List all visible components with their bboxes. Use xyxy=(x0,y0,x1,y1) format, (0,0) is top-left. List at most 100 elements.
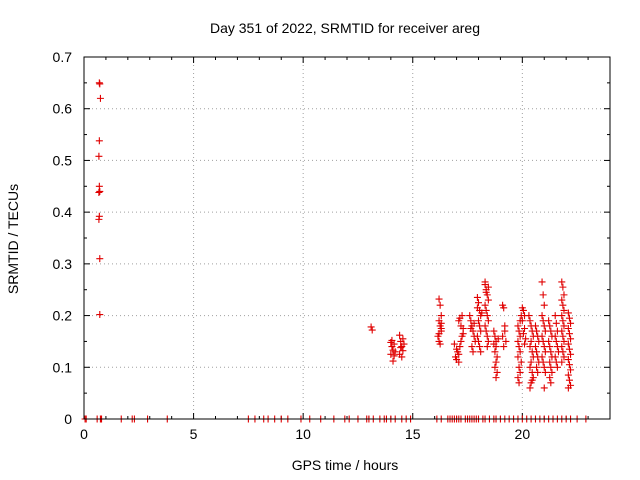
data-point xyxy=(456,343,464,351)
y-tick-label: 0.3 xyxy=(53,256,73,272)
data-point xyxy=(400,340,408,348)
data-point xyxy=(525,312,533,320)
data-point xyxy=(548,368,556,376)
data-point xyxy=(499,332,507,340)
data-point xyxy=(389,357,397,365)
data-point xyxy=(502,337,510,345)
data-point xyxy=(560,291,568,299)
data-point xyxy=(551,332,559,340)
data-point xyxy=(492,343,500,351)
data-point xyxy=(450,340,458,348)
data-point xyxy=(565,345,573,353)
data-point xyxy=(518,317,526,325)
data-point xyxy=(490,327,498,335)
data-point xyxy=(436,301,444,309)
grid xyxy=(84,57,610,419)
data-point xyxy=(560,322,568,330)
x-axis-label: GPS time / hours xyxy=(292,457,399,473)
y-tick-label: 0.7 xyxy=(53,49,73,65)
data-point xyxy=(514,374,522,382)
data-points xyxy=(81,79,590,423)
data-point xyxy=(533,348,541,356)
data-point xyxy=(521,340,529,348)
data-point xyxy=(540,363,548,371)
data-point xyxy=(466,312,474,320)
data-point xyxy=(516,348,524,356)
data-point xyxy=(437,312,445,320)
data-point xyxy=(390,352,398,360)
data-point xyxy=(500,304,508,312)
data-point xyxy=(531,322,539,330)
data-point xyxy=(559,348,567,356)
data-point xyxy=(96,187,104,195)
data-point xyxy=(546,374,554,382)
data-point xyxy=(515,343,523,351)
data-point xyxy=(96,255,104,263)
data-point xyxy=(468,343,476,351)
data-point xyxy=(473,293,481,301)
data-point xyxy=(493,368,501,376)
data-point xyxy=(516,368,524,376)
data-point xyxy=(564,371,572,379)
x-tick-label: 15 xyxy=(405,426,421,442)
data-point xyxy=(533,327,541,335)
data-point xyxy=(522,335,530,343)
data-point xyxy=(470,319,478,327)
tick-labels: 0 5 10 15 20 0 0.1 0.2 0.3 0.4 0.5 0.6 0.7 xyxy=(53,49,531,442)
data-point xyxy=(559,317,567,325)
data-point xyxy=(494,335,502,343)
data-point xyxy=(397,344,405,352)
data-point xyxy=(388,336,396,344)
data-point xyxy=(437,319,445,327)
data-point xyxy=(514,337,522,345)
data-point xyxy=(519,330,527,338)
x-tick-label: 0 xyxy=(80,426,88,442)
data-point xyxy=(473,304,481,312)
data-point xyxy=(435,330,443,338)
data-point xyxy=(96,80,104,88)
data-point xyxy=(454,348,462,356)
data-point xyxy=(552,337,560,345)
data-point xyxy=(493,353,501,361)
y-tick-label: 0.6 xyxy=(53,101,73,117)
data-point xyxy=(538,332,546,340)
data-point xyxy=(467,325,475,332)
data-point xyxy=(519,306,527,314)
data-point xyxy=(491,363,499,371)
data-point xyxy=(565,376,573,384)
data-point xyxy=(478,309,486,317)
data-point xyxy=(457,337,465,345)
data-point xyxy=(475,317,482,325)
data-point xyxy=(435,295,443,303)
data-point xyxy=(96,311,104,319)
data-point xyxy=(567,366,575,374)
y-tick-label: 0.4 xyxy=(53,204,73,220)
data-point xyxy=(567,350,575,358)
data-point xyxy=(541,368,549,376)
y-tick-label: 0.1 xyxy=(53,359,73,375)
plot-frame xyxy=(83,56,611,420)
data-point xyxy=(477,348,485,356)
data-point xyxy=(457,322,465,330)
data-point xyxy=(558,312,566,320)
data-point xyxy=(547,348,555,356)
data-point xyxy=(531,343,539,351)
data-point xyxy=(501,322,509,330)
data-point xyxy=(564,325,572,332)
data-point xyxy=(515,379,523,387)
data-point xyxy=(368,326,376,334)
data-point xyxy=(481,301,489,309)
data-point xyxy=(526,317,534,325)
data-point xyxy=(565,361,573,369)
data-point xyxy=(560,306,568,314)
data-point xyxy=(539,291,547,299)
data-point xyxy=(483,332,491,340)
data-point xyxy=(96,94,104,102)
data-point xyxy=(567,319,575,327)
data-point xyxy=(475,337,482,345)
data-point xyxy=(521,325,529,332)
data-point xyxy=(546,358,554,366)
data-point xyxy=(538,353,546,361)
data-point xyxy=(567,335,575,343)
data-point xyxy=(527,337,535,345)
